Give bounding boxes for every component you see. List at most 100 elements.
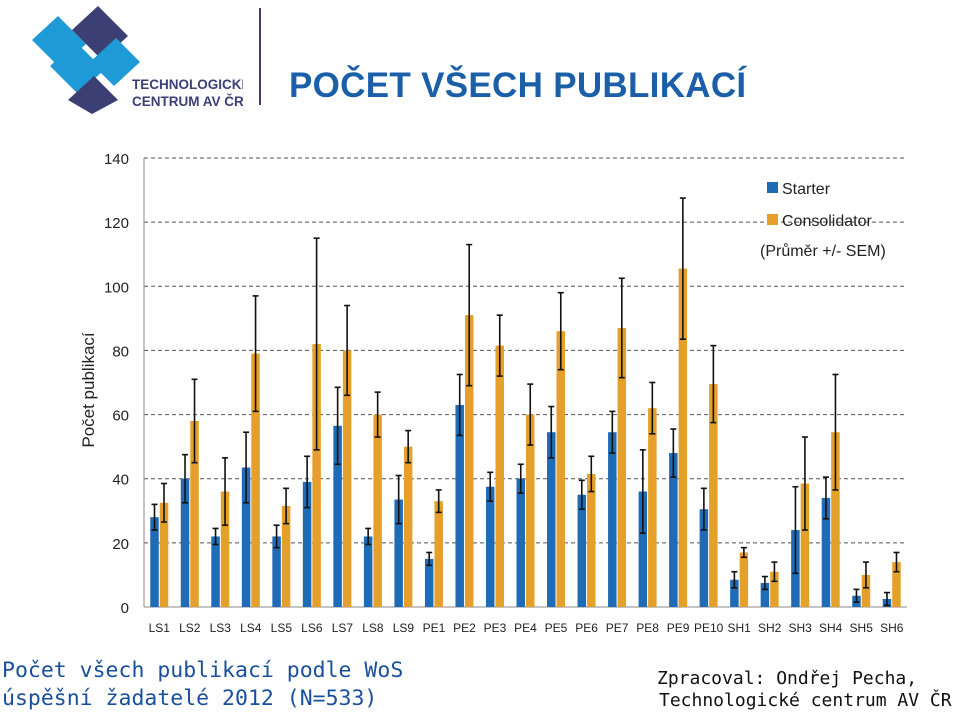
y-tick-label: 100 bbox=[104, 279, 129, 296]
footer-caption-line1: Počet všech publikací podle WoS bbox=[2, 658, 404, 683]
bar-starter-pe7 bbox=[608, 432, 617, 607]
bar-starter-ls1 bbox=[150, 517, 159, 607]
error-bar-starter-ls6 bbox=[304, 455, 311, 509]
y-axis-label: Počet publikací bbox=[79, 332, 98, 448]
legend-label-starter: Starter bbox=[782, 181, 831, 198]
x-tick-label: LS2 bbox=[179, 621, 201, 635]
bar-starter-pe3 bbox=[485, 486, 495, 607]
bar-starter-ls9 bbox=[394, 499, 403, 607]
bar-consolidator-pe7 bbox=[617, 327, 627, 607]
error-bar-starter-pe9 bbox=[670, 428, 677, 478]
bar-consolidator-ls6 bbox=[312, 344, 321, 607]
error-bar-consolidator-ls2 bbox=[191, 378, 198, 464]
error-bar-starter-ls4 bbox=[243, 431, 250, 504]
footer-credit-line1: Zpracoval: Ondřej Pecha, bbox=[657, 668, 918, 689]
legend-swatch-consolidator bbox=[767, 214, 778, 225]
bar-starter-pe2 bbox=[455, 404, 464, 607]
x-tick-label: PE8 bbox=[636, 621, 659, 635]
x-tick-label: PE3 bbox=[484, 621, 507, 635]
x-tick-label: LS4 bbox=[240, 621, 262, 635]
error-bar-consolidator-sh1 bbox=[740, 546, 747, 559]
x-tick-label: LS5 bbox=[271, 621, 293, 635]
bar-starter-pe5 bbox=[547, 432, 556, 607]
error-bar-starter-pe8 bbox=[639, 449, 646, 535]
bar-consolidator-pe8 bbox=[648, 408, 657, 607]
logo-text-line2: CENTRUM AV ČR bbox=[132, 94, 243, 109]
error-bar-consolidator-ls4 bbox=[252, 295, 259, 413]
x-tick-label: PE2 bbox=[453, 621, 476, 635]
bar-consolidator-sh5 bbox=[861, 574, 871, 607]
error-bar-starter-ls8 bbox=[365, 527, 372, 546]
header-divider bbox=[259, 8, 261, 105]
bar-consolidator-ls5 bbox=[281, 505, 291, 607]
error-bar-starter-pe10 bbox=[700, 487, 707, 531]
bar-marks bbox=[150, 268, 901, 607]
bar-starter-pe4 bbox=[516, 478, 525, 607]
bar-consolidator-sh1 bbox=[739, 552, 749, 607]
error-bar-consolidator-pe1 bbox=[435, 489, 442, 514]
error-bar-starter-pe6 bbox=[578, 479, 585, 510]
bar-consolidator-pe9 bbox=[678, 268, 688, 607]
logo-mark-icon bbox=[32, 6, 140, 114]
x-tick-label: PE5 bbox=[545, 621, 568, 635]
x-tick-label: SH5 bbox=[850, 621, 874, 635]
error-bar-consolidator-pe6 bbox=[588, 455, 595, 493]
error-bar-consolidator-ls1 bbox=[161, 482, 168, 523]
bar-consolidator-ls8 bbox=[373, 414, 382, 607]
x-tick-label: PE1 bbox=[423, 621, 446, 635]
error-bar-starter-ls7 bbox=[334, 386, 341, 466]
error-bar-consolidator-sh4 bbox=[832, 373, 839, 491]
error-bar-starter-sh1 bbox=[731, 570, 738, 589]
error-bar-starter-pe5 bbox=[548, 405, 555, 459]
bar-consolidator-ls3 bbox=[220, 491, 230, 607]
bar-consolidator-pe4 bbox=[526, 414, 535, 607]
error-bar-starter-ls3 bbox=[212, 527, 219, 546]
x-tick-label: SH2 bbox=[758, 621, 782, 635]
x-tick-label: PE7 bbox=[606, 621, 629, 635]
error-bar-starter-ls5 bbox=[273, 524, 280, 549]
legend: Starter Consolidator (Průměr +/- SEM) bbox=[760, 181, 886, 260]
error-bar-consolidator-sh3 bbox=[801, 436, 808, 531]
chart-gridlines bbox=[144, 157, 907, 544]
x-tick-label: SH3 bbox=[789, 621, 813, 635]
x-tick-label: LS3 bbox=[210, 621, 232, 635]
bar-starter-ls4 bbox=[241, 467, 251, 607]
error-bar-consolidator-sh2 bbox=[771, 561, 778, 583]
error-bar-consolidator-pe7 bbox=[618, 277, 625, 379]
bar-consolidator-pe6 bbox=[587, 473, 596, 607]
y-tick-label: 20 bbox=[112, 536, 129, 553]
error-bar-starter-sh2 bbox=[761, 575, 768, 591]
error-bar-starter-ls9 bbox=[395, 474, 402, 525]
error-bars bbox=[151, 197, 900, 607]
y-tick-label: 40 bbox=[112, 472, 129, 489]
footer-credit: Zpracoval: Ondřej Pecha, Technologické c… bbox=[657, 668, 952, 712]
y-tick-label: 0 bbox=[121, 600, 129, 617]
x-tick-label: SH1 bbox=[727, 621, 751, 635]
bar-consolidator-pe2 bbox=[464, 315, 474, 607]
bar-starter-sh4 bbox=[821, 497, 831, 607]
error-bar-starter-sh3 bbox=[792, 485, 799, 575]
bar-starter-ls7 bbox=[333, 425, 342, 607]
y-tick-label: 80 bbox=[112, 343, 129, 360]
y-tick-label: 120 bbox=[104, 215, 129, 232]
x-tick-label: PE9 bbox=[667, 621, 690, 635]
error-bar-consolidator-pe3 bbox=[496, 314, 503, 377]
x-tick-label: LS8 bbox=[362, 621, 384, 635]
error-bar-starter-pe3 bbox=[487, 471, 494, 502]
error-bar-consolidator-ls5 bbox=[283, 487, 290, 525]
error-bar-starter-ls1 bbox=[151, 503, 158, 531]
bar-consolidator-sh2 bbox=[770, 571, 779, 607]
footer-caption-line2: úspěšní žadatelé 2012 (N=533) bbox=[2, 686, 378, 711]
bar-consolidator-sh4 bbox=[831, 432, 840, 607]
error-bar-consolidator-ls6 bbox=[313, 237, 320, 451]
y-tick-label: 140 bbox=[104, 151, 129, 168]
error-bar-starter-pe1 bbox=[426, 551, 433, 567]
y-tick-labels: 0 20 40 60 80 100 120 140 bbox=[104, 151, 129, 617]
logo-text-line1: TECHNOLOGICKÉ bbox=[132, 77, 243, 92]
error-bar-starter-sh5 bbox=[853, 588, 860, 603]
bar-starter-pe10 bbox=[699, 509, 709, 607]
bar-consolidator-ls1 bbox=[159, 502, 169, 607]
error-bar-consolidator-sh5 bbox=[862, 561, 869, 589]
legend-swatch-starter bbox=[767, 182, 778, 193]
